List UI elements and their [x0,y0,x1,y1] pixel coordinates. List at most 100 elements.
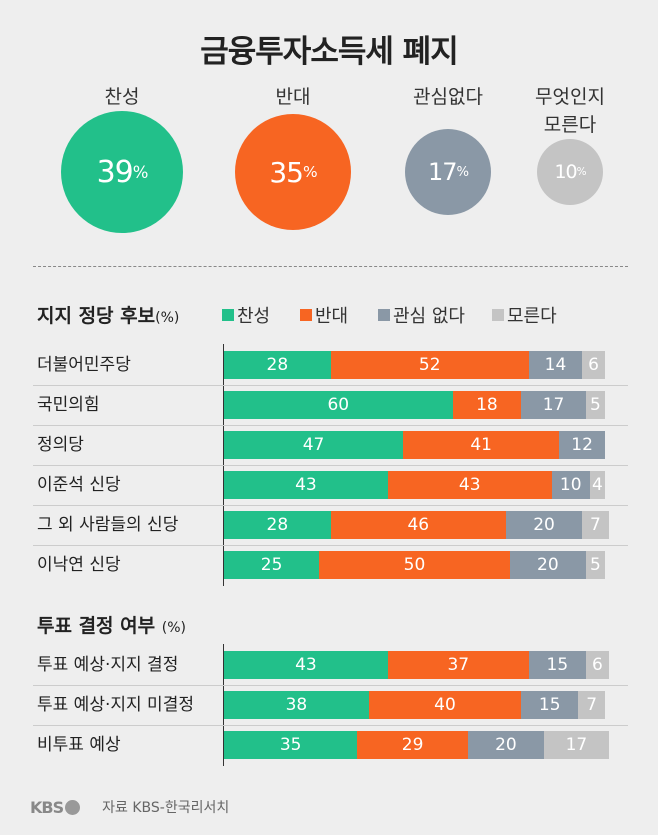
divider [33,266,628,267]
summary-value: 10 [554,161,577,183]
stacked-bar: 43 43 10 4 [224,471,605,499]
row-separator [33,685,628,686]
stacked-bar: 25 50 20 5 [224,551,605,579]
source-text: 자료 KBS-한국리서치 [102,800,230,816]
category-label: 투표 예상·지지 결정 [37,655,179,675]
bar-segment-2: 52 [330,351,529,379]
bar-segment-4: 7 [578,691,605,719]
row-separator [33,505,628,506]
bar-segment-1: 43 [224,471,388,499]
stacked-bar: 60 18 17 5 [224,391,605,419]
bar-segment-4: 6 [582,351,605,379]
summary-value: 39 [96,154,134,190]
row-separator [33,545,628,546]
summary-value: 35 [269,155,304,189]
bar-segment-3: 15 [528,651,586,679]
bar-segment-3: 20 [467,731,545,759]
bar-segment-2: 43 [387,471,552,499]
kbs-logo-text: KBS [30,797,64,817]
percent-sign: % [132,162,149,182]
summary-circle: 10% [537,139,603,205]
row-separator [33,465,628,466]
data-label: 28 [266,355,289,375]
bar-segment-4: 17 [544,731,609,759]
bar-segment-1: 43 [224,651,388,679]
stacked-bar: 47 41 12 [224,431,605,459]
data-label: 20 [495,735,517,755]
stacked-bar: 35 29 20 17 [224,731,609,759]
bar-segment-2: 41 [403,431,560,459]
legend-label: 반대 [315,306,349,327]
bar-segment-1: 35 [224,731,358,759]
data-label: 6 [588,355,599,375]
data-label: 38 [285,695,308,715]
bar-segment-1: 28 [224,351,331,379]
data-label: 12 [571,435,593,455]
bar-segment-4: 7 [582,511,609,539]
category-label: 이준석 신당 [37,475,121,495]
data-label: 5 [590,555,601,575]
data-label: 6 [591,655,603,675]
data-label: 37 [447,655,470,675]
category-label: 국민의힘 [37,395,100,415]
section-title-party: 지지 정당 후보(%) [37,301,179,328]
summary-label: 관심없다 [413,86,483,108]
data-label: 5 [590,395,601,415]
bar-segment-2: 50 [319,551,510,579]
bar-segment-4: 4 [589,471,605,499]
stacked-bar: 28 52 14 6 [224,351,605,379]
legend-swatch [492,309,504,321]
data-label: 20 [533,515,555,535]
data-label: 40 [434,695,456,715]
stacked-bar: 38 40 15 7 [224,691,605,719]
data-label: 43 [295,475,317,495]
data-label: 43 [458,475,481,495]
stacked-bar: 43 37 15 6 [224,651,609,679]
row-separator [33,385,628,386]
data-label: 29 [401,735,424,755]
legend-label: 관심 없다 [393,306,465,327]
data-label: 43 [295,655,317,675]
bar-segment-3: 17 [521,391,586,419]
bar-segment-4: 5 [585,391,605,419]
legend-item: 반대 [300,302,348,328]
bar-segment-1: 60 [224,391,453,419]
bar-segment-3: 15 [521,691,579,719]
summary-circle: 39% [61,111,183,233]
bar-segment-2: 18 [452,391,522,419]
kbs-eye-icon [65,799,81,815]
bar-segment-1: 38 [224,691,369,719]
bar-segment-3: 14 [528,351,583,379]
legend-swatch [222,309,234,321]
row-separator [33,725,628,726]
legend-swatch [378,309,390,321]
stacked-bar: 28 46 20 7 [224,511,609,539]
percent-sign: % [576,166,587,178]
data-label: 35 [279,735,302,755]
summary-label: 반대 [275,86,311,108]
section-unit: (%) [161,620,186,636]
data-label: 60 [327,395,350,415]
row-separator [33,425,628,426]
category-label: 비투표 예상 [37,735,121,755]
data-label: 17 [542,395,565,415]
page-title: 금융투자소득세 폐지 [200,34,458,70]
bar-segment-4: 5 [585,551,605,579]
chart-axis [223,644,224,766]
bar-segment-2: 29 [357,731,468,759]
data-label: 50 [403,555,426,575]
category-label: 그 외 사람들의 신당 [37,515,179,535]
category-label: 정의당 [37,435,84,455]
data-label: 46 [407,515,430,535]
data-label: 52 [418,355,441,375]
data-label: 7 [590,515,601,535]
bar-segment-3: 20 [505,511,583,539]
section-unit: (%) [155,310,180,326]
bar-segment-3: 12 [559,431,605,459]
summary-circle: 35% [235,114,351,230]
data-label: 7 [586,695,598,715]
data-label: 15 [546,655,569,675]
legend-item: 찬성 [222,302,270,328]
legend-label: 모른다 [507,306,557,327]
section-title-vote: 투표 결정 여부 (%) [37,611,186,638]
